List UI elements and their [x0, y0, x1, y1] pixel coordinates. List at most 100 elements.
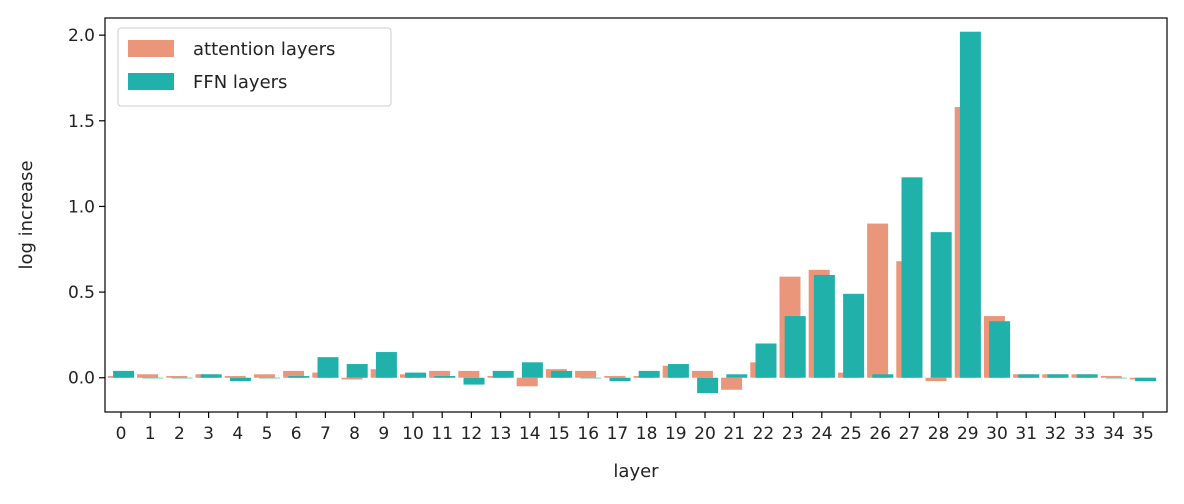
legend-label-ffn: FFN layers	[193, 72, 287, 93]
x-tick-label: 12	[461, 424, 483, 444]
x-tick-label: 22	[753, 424, 775, 444]
x-tick-label: 20	[694, 424, 716, 444]
bar-ffn-layer-17	[609, 377, 631, 382]
bar-attention-layer-2	[166, 376, 188, 378]
y-axis-label: log increase	[16, 160, 37, 269]
bar-attention-layer-34	[1100, 376, 1122, 378]
bar-ffn-layer-16	[580, 377, 602, 379]
bar-ffn-layer-18	[638, 370, 660, 378]
bar-ffn-layer-11	[434, 376, 456, 378]
x-tick-label: 34	[1103, 424, 1125, 444]
bar-ffn-layer-1	[142, 377, 164, 379]
bar-attention-layer-8	[341, 377, 363, 380]
bar-ffn-layer-33	[1076, 374, 1098, 378]
legend-box	[117, 27, 392, 107]
x-tick-label: 16	[577, 424, 599, 444]
y-axis: 0.0 0.5 1.0 1.5 2.0	[68, 26, 105, 389]
bar-ffn-layer-19	[667, 364, 689, 378]
bar-ffn-layer-22	[755, 343, 777, 378]
bar-attention-layer-4	[224, 376, 246, 378]
x-tick-label: 24	[811, 424, 833, 444]
x-tick-label: 23	[782, 424, 804, 444]
bar-ffn-layer-35	[1135, 377, 1157, 382]
x-axis-label: layer	[613, 461, 659, 482]
x-tick-label: 8	[349, 424, 360, 444]
x-tick-label: 32	[1045, 424, 1067, 444]
bar-ffn-layer-26	[872, 374, 894, 378]
x-tick-label: 0	[116, 424, 127, 444]
bar-attention-layer-26	[867, 223, 889, 378]
bar-attention-layer-14	[516, 377, 538, 387]
bar-attention-layer-21	[721, 377, 743, 390]
y-tick-label: 1.5	[68, 112, 95, 132]
x-tick-label: 14	[519, 424, 541, 444]
bar-ffn-layer-34	[1105, 377, 1127, 379]
bar-ffn-layer-5	[259, 377, 281, 379]
x-tick-label: 7	[320, 424, 331, 444]
x-tick-label: 2	[174, 424, 185, 444]
bar-ffn-layer-0	[113, 370, 135, 378]
y-tick-label: 2.0	[68, 26, 95, 46]
x-tick-label: 28	[928, 424, 950, 444]
bar-ffn-layer-7	[317, 357, 339, 378]
bar-ffn-layer-14	[521, 362, 543, 378]
x-tick-label: 33	[1074, 424, 1096, 444]
bar-ffn-layer-8	[346, 364, 368, 378]
bar-attention-layer-5	[253, 374, 275, 378]
bar-ffn-layer-13	[492, 370, 514, 378]
x-tick-label: 25	[840, 424, 862, 444]
x-tick-label: 13	[490, 424, 512, 444]
x-tick-label: 19	[665, 424, 687, 444]
plot-frame	[104, 17, 1168, 413]
x-tick-label: 17	[607, 424, 629, 444]
bar-attention-layer-28	[925, 377, 947, 382]
bar-ffn-layer-28	[930, 232, 952, 378]
bar-attention-layer-12	[458, 370, 480, 378]
bar-ffn-layer-2	[171, 377, 193, 379]
bar-attention-layer-17	[604, 376, 626, 378]
x-tick-label: 4	[232, 424, 243, 444]
bar-ffn-layer-6	[288, 376, 310, 378]
y-tick-label: 1.0	[68, 197, 95, 217]
x-tick-label: 26	[869, 424, 891, 444]
x-tick-label: 10	[402, 424, 424, 444]
bar-attention-layer-11	[429, 370, 451, 378]
bar-ffn-layer-25	[843, 293, 865, 378]
x-tick-label: 21	[723, 424, 745, 444]
bar-ffn-layer-23	[784, 316, 806, 378]
y-tick-label: 0.0	[68, 369, 95, 389]
x-tick-label: 6	[291, 424, 302, 444]
x-tick-label: 5	[262, 424, 273, 444]
bar-ffn-layer-20	[697, 377, 719, 394]
legend-label-attention: attention layers	[193, 39, 335, 60]
bar-attention-layer-1	[137, 374, 159, 378]
bar-ffn-layer-24	[813, 274, 835, 378]
bar-ffn-layer-27	[901, 177, 923, 378]
bar-ffn-layer-32	[1047, 374, 1069, 378]
bar-ffn-layer-12	[463, 377, 485, 385]
x-tick-label: 30	[986, 424, 1008, 444]
bar-ffn-layer-10	[405, 372, 427, 378]
x-tick-label: 31	[1015, 424, 1037, 444]
bar-ffn-layer-15	[551, 370, 573, 378]
legend: attention layers FFN layers	[117, 27, 392, 107]
x-tick-label: 18	[636, 424, 658, 444]
x-tick-label: 1	[145, 424, 156, 444]
bar-ffn-layer-30	[989, 321, 1011, 378]
x-tick-label: 3	[203, 424, 214, 444]
y-tick-label: 0.5	[68, 283, 95, 303]
bar-ffn-layer-31	[1018, 374, 1040, 378]
bar-ffn-layer-3	[200, 374, 222, 378]
bars	[107, 31, 1157, 394]
x-tick-label: 29	[957, 424, 979, 444]
bar-attention-layer-20	[691, 370, 713, 378]
x-axis: 0 1 2 3 4 5 6 7 8 9 10 11 12 13 14 15 16 17 18 19 20 21 22 23 24…	[116, 412, 1154, 444]
bar-ffn-layer-9	[375, 352, 397, 378]
x-tick-label: 9	[378, 424, 389, 444]
bar-ffn-layer-29	[959, 31, 981, 378]
x-tick-label: 11	[431, 424, 453, 444]
x-tick-label: 15	[548, 424, 570, 444]
x-tick-label: 27	[899, 424, 921, 444]
x-tick-label: 35	[1132, 424, 1154, 444]
